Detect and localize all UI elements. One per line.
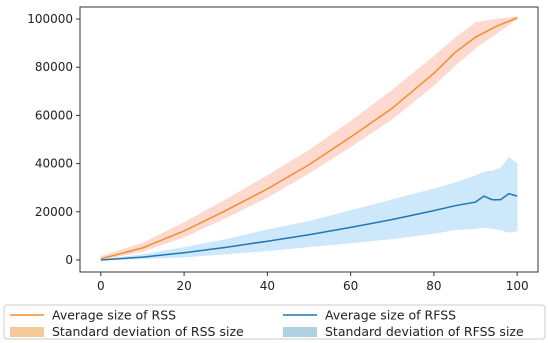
x-tick-label: 80 bbox=[426, 279, 441, 293]
y-tick-label: 80000 bbox=[35, 60, 73, 74]
y-tick-label: 0 bbox=[65, 253, 73, 267]
y-tick-label: 60000 bbox=[35, 108, 73, 122]
legend-band-swatch bbox=[283, 327, 317, 337]
x-tick-label: 20 bbox=[176, 279, 191, 293]
x-tick-label: 60 bbox=[343, 279, 358, 293]
series-line-2 bbox=[100, 192, 518, 261]
series-lines bbox=[100, 17, 518, 261]
legend-label: Average size of RFSS bbox=[325, 308, 456, 323]
x-tick-label: 100 bbox=[506, 279, 529, 293]
y-tick-label: 100000 bbox=[27, 12, 73, 26]
legend-band-swatch bbox=[10, 327, 44, 337]
plot-frame bbox=[79, 6, 539, 273]
legend-label: Average size of RSS bbox=[52, 308, 176, 323]
legend-label: Standard deviation of RFSS size bbox=[325, 324, 524, 339]
std-band-1 bbox=[100, 16, 518, 261]
y-tick-label: 20000 bbox=[35, 205, 73, 219]
y-axis: 0 20000 40000 60000 80000 100000 bbox=[27, 12, 80, 267]
y-tick-label: 40000 bbox=[35, 157, 73, 171]
legend-label: Standard deviation of RSS size bbox=[52, 324, 244, 339]
std-bands bbox=[100, 16, 518, 261]
x-tick-label: 0 bbox=[97, 279, 105, 293]
x-tick-label: 40 bbox=[260, 279, 275, 293]
std-band-2 bbox=[100, 157, 518, 261]
x-axis: 0 20 40 60 80 100 bbox=[97, 272, 529, 293]
series-line-1 bbox=[100, 17, 518, 260]
legend-box bbox=[3, 304, 546, 340]
